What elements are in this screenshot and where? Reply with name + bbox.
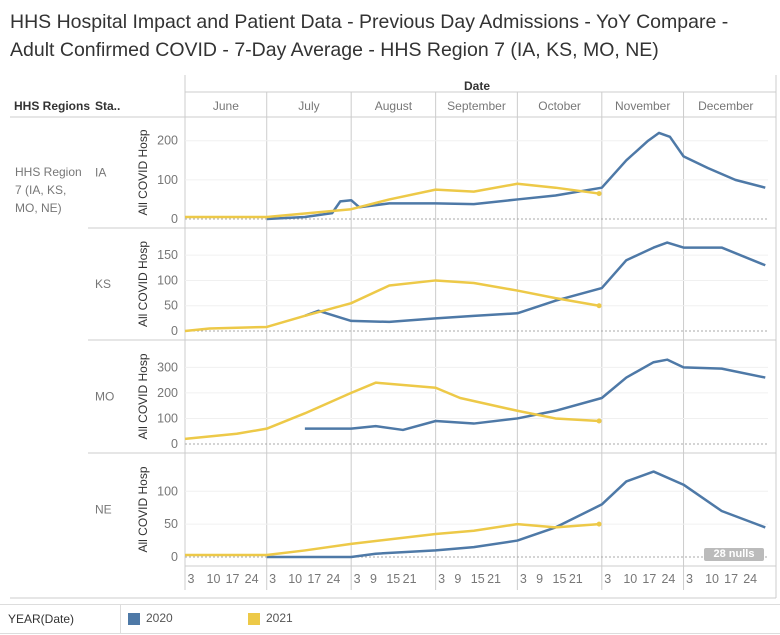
day-tick-label: 10 — [288, 572, 302, 586]
day-tick-label: 3 — [269, 572, 276, 586]
y-tick-label: 200 — [157, 134, 178, 148]
day-tick-label: 21 — [487, 572, 501, 586]
y-tick-label: 0 — [171, 437, 178, 451]
day-tick-label: 3 — [520, 572, 527, 586]
day-tick-label: 24 — [245, 572, 259, 586]
nulls-badge[interactable]: 28 nulls — [704, 548, 764, 561]
month-label: September — [447, 99, 506, 113]
y-tick-label: 100 — [157, 411, 178, 425]
day-tick-label: 9 — [454, 572, 461, 586]
day-tick-label: 3 — [604, 572, 611, 586]
day-tick-label: 15 — [553, 572, 567, 586]
series-end-marker — [596, 303, 602, 309]
y-tick-label: 100 — [157, 273, 178, 287]
y-axis-title: All COVID Hosp — [136, 241, 150, 327]
month-label: July — [298, 99, 319, 113]
day-tick-label: 17 — [307, 572, 321, 586]
region-label: HHS Region 7 (IA, KS, MO, NE) — [15, 165, 82, 215]
legend-swatch-2021[interactable] — [248, 613, 260, 625]
day-tick-label: 15 — [386, 572, 400, 586]
state-label: IA — [95, 166, 106, 180]
y-axis-title: All COVID Hosp — [136, 353, 150, 439]
page-title: HHS Hospital Impact and Patient Data - P… — [10, 11, 729, 61]
month-label: August — [375, 99, 413, 113]
day-tick-label: 3 — [438, 572, 445, 586]
month-label: November — [615, 99, 670, 113]
state-label: MO — [95, 390, 114, 404]
y-tick-label: 50 — [164, 299, 178, 313]
legend-label-2021[interactable]: 2021 — [266, 611, 293, 625]
series-end-marker — [596, 191, 602, 197]
series-end-marker — [596, 418, 602, 424]
day-tick-label: 10 — [207, 572, 221, 586]
legend: YEAR(Date) 2020 2021 — [0, 604, 780, 634]
day-tick-label: 21 — [403, 572, 417, 586]
y-axis-title: All COVID Hosp — [136, 129, 150, 215]
state-header[interactable]: Sta.. — [95, 99, 121, 113]
series-line-NE-2021 — [185, 522, 600, 557]
series-line-MO-2020 — [304, 358, 766, 432]
day-tick-label: 17 — [724, 572, 738, 586]
y-tick-label: 100 — [157, 173, 178, 187]
y-tick-label: 150 — [157, 248, 178, 262]
series-line-KS-2021 — [184, 279, 600, 333]
day-tick-label: 24 — [326, 572, 340, 586]
y-tick-label: 50 — [164, 517, 178, 531]
date-header: Date — [464, 79, 491, 93]
state-label: NE — [95, 503, 112, 517]
series-line-IA-2021 — [185, 182, 600, 219]
day-tick-label: 17 — [642, 572, 656, 586]
legend-label-2020[interactable]: 2020 — [146, 611, 173, 625]
day-tick-label: 3 — [686, 572, 693, 586]
y-tick-label: 300 — [157, 360, 178, 374]
day-tick-label: 9 — [536, 572, 543, 586]
day-tick-label: 10 — [705, 572, 719, 586]
day-tick-label: 9 — [370, 572, 377, 586]
regions-header[interactable]: HHS Regions — [14, 99, 91, 113]
series-end-marker — [596, 521, 602, 527]
y-tick-label: 0 — [171, 212, 178, 226]
day-tick-label: 15 — [471, 572, 485, 586]
day-tick-label: 17 — [226, 572, 240, 586]
month-label: October — [538, 99, 581, 113]
month-label: June — [213, 99, 239, 113]
day-tick-label: 24 — [661, 572, 675, 586]
legend-swatch-2020[interactable] — [128, 613, 140, 625]
day-tick-label: 3 — [187, 572, 194, 586]
y-tick-label: 100 — [157, 484, 178, 498]
month-label: December — [698, 99, 753, 113]
legend-field: YEAR(Date) — [8, 612, 75, 626]
day-tick-label: 24 — [743, 572, 757, 586]
day-tick-label: 3 — [354, 572, 361, 586]
state-label: KS — [95, 277, 111, 291]
y-tick-label: 0 — [171, 550, 178, 564]
day-tick-label: 10 — [623, 572, 637, 586]
series-line-KS-2020 — [304, 241, 766, 324]
day-tick-label: 21 — [569, 572, 583, 586]
y-tick-label: 200 — [157, 386, 178, 400]
series-line-IA-2020 — [266, 131, 766, 221]
y-axis-title: All COVID Hosp — [136, 466, 150, 552]
series-line-MO-2021 — [184, 381, 600, 441]
y-tick-label: 0 — [171, 324, 178, 338]
